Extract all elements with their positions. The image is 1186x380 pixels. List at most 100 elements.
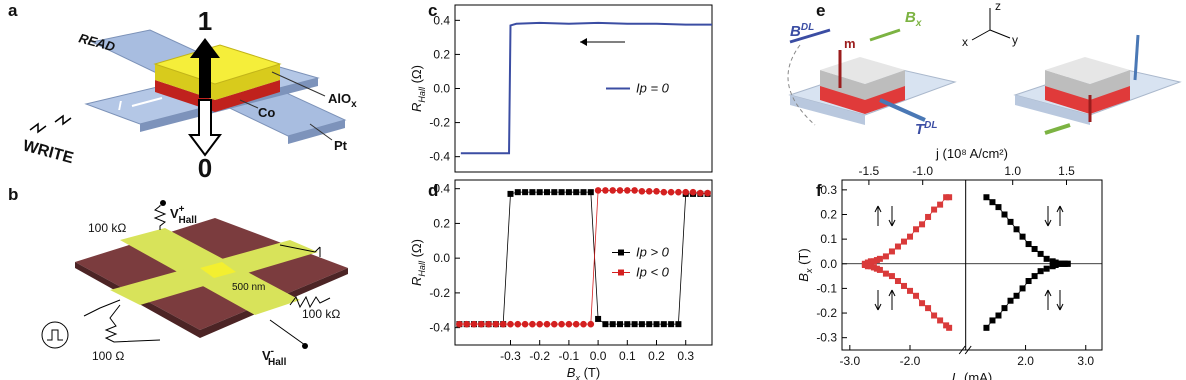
symbol: I bbox=[952, 370, 956, 380]
y-tick-label: 0.4 bbox=[433, 182, 450, 196]
marker bbox=[507, 320, 514, 328]
marker bbox=[913, 226, 920, 233]
panel-e: e z x y m BDL Bx TDL bbox=[787, 0, 1182, 138]
y-axis-label: Bx (T) bbox=[796, 248, 814, 281]
marker bbox=[894, 243, 901, 250]
axis-label: y bbox=[1012, 33, 1018, 47]
panel-label: d bbox=[428, 181, 438, 200]
legend-label: Ip > 0 bbox=[636, 245, 670, 260]
resistor-label: 100 kΩ bbox=[88, 221, 126, 235]
sup: DL bbox=[924, 120, 937, 131]
marker bbox=[1043, 265, 1050, 272]
y-tick-label: 0.1 bbox=[820, 232, 837, 246]
symbol: B bbox=[796, 273, 811, 282]
marker bbox=[660, 321, 667, 328]
marker bbox=[456, 320, 463, 328]
x2-tick-label: 1.5 bbox=[1058, 164, 1075, 178]
axis-y bbox=[989, 29, 1011, 39]
marker bbox=[907, 287, 914, 294]
marker bbox=[1013, 292, 1020, 299]
marker bbox=[660, 188, 668, 196]
y-tick-label: -0.2 bbox=[429, 116, 450, 130]
pulse bbox=[29, 114, 72, 134]
marker bbox=[514, 189, 521, 196]
x-tick-label: 0.0 bbox=[590, 349, 607, 363]
marker bbox=[1007, 218, 1014, 225]
chart: -0.4 -0.2 0.0 0.2 0.4 Ip = 0 bbox=[429, 4, 713, 173]
panel-a: a 1 0 READ WRITE I AlOx Co Pt bbox=[8, 1, 357, 183]
y-tick-label: -0.3 bbox=[816, 331, 837, 345]
series-line bbox=[459, 190, 708, 325]
write-label: WRITE bbox=[21, 137, 76, 167]
marker bbox=[638, 187, 646, 195]
marker bbox=[646, 321, 653, 328]
pt-label: Pt bbox=[334, 138, 348, 153]
marker bbox=[1025, 278, 1032, 285]
marker bbox=[529, 189, 536, 196]
marker bbox=[873, 257, 880, 264]
v-sub: Hall bbox=[268, 357, 287, 368]
marker bbox=[580, 320, 587, 328]
current-arrow bbox=[131, 97, 163, 107]
marker bbox=[937, 317, 944, 324]
marker bbox=[867, 263, 874, 270]
marker bbox=[565, 320, 573, 328]
marker bbox=[873, 265, 880, 272]
resistor-label: 100 kΩ bbox=[302, 307, 340, 321]
marker bbox=[1058, 260, 1065, 267]
y-tick-label: 0.2 bbox=[820, 207, 837, 221]
marker bbox=[594, 187, 602, 194]
y-axis-label: RHall (Ω) bbox=[409, 65, 427, 112]
chart: -0.3 -0.2 -0.1 0.0 0.1 0.2 0.3 -3.0 -2.0 2.0 3.0 -1… bbox=[816, 164, 1103, 368]
symbol: B bbox=[790, 23, 801, 40]
x-tick-label: -2.0 bbox=[900, 354, 921, 368]
x-tick-label: 0.1 bbox=[619, 349, 636, 363]
x-tick-label: 3.0 bbox=[1077, 354, 1094, 368]
sub: x bbox=[804, 268, 814, 274]
marker bbox=[867, 258, 874, 265]
panel-label: a bbox=[8, 1, 18, 20]
marker bbox=[861, 262, 868, 268]
marker bbox=[463, 320, 470, 328]
bx-label: Bx bbox=[905, 9, 922, 29]
pulse-source bbox=[41, 321, 69, 349]
marker bbox=[995, 204, 1002, 211]
x-tick-label: -0.1 bbox=[559, 349, 580, 363]
ground bbox=[279, 244, 321, 257]
marker bbox=[876, 255, 883, 262]
marker bbox=[882, 253, 889, 260]
tdl-label: TDL bbox=[915, 120, 938, 138]
m-label: m bbox=[844, 36, 856, 51]
marker bbox=[668, 321, 675, 328]
marker bbox=[882, 270, 889, 277]
y-tick-label: -0.2 bbox=[429, 286, 450, 300]
marker bbox=[573, 189, 580, 196]
marker bbox=[492, 320, 500, 328]
block-side bbox=[1045, 70, 1130, 100]
unit: (T) bbox=[580, 365, 600, 380]
marker bbox=[543, 189, 550, 196]
symbol: R bbox=[409, 103, 424, 112]
bdl-label: BDL bbox=[790, 22, 814, 40]
x-axis-label: Ip (mA) bbox=[952, 370, 992, 380]
x2-tick-label: 1.0 bbox=[1004, 164, 1021, 178]
marker bbox=[1052, 262, 1059, 268]
marker bbox=[931, 312, 938, 319]
co-label: Co bbox=[258, 105, 275, 120]
wire bbox=[83, 299, 121, 317]
marker bbox=[1061, 260, 1068, 267]
marker bbox=[536, 189, 543, 196]
x-axis-label: Bx (T) bbox=[567, 365, 600, 380]
panel-b: b 100 kΩ 100 kΩ 100 Ω 500 nm V+ Hall V-Ha… bbox=[8, 185, 348, 368]
annotations bbox=[580, 38, 1064, 311]
marker bbox=[925, 213, 932, 220]
marker bbox=[870, 258, 877, 265]
marker bbox=[477, 320, 485, 328]
alox-sub: x bbox=[351, 99, 357, 110]
sub: Hall bbox=[417, 260, 427, 277]
symbol: T bbox=[915, 121, 926, 138]
leader bbox=[271, 71, 326, 97]
marker bbox=[1049, 263, 1056, 270]
resistor-label: 100 Ω bbox=[92, 349, 124, 363]
